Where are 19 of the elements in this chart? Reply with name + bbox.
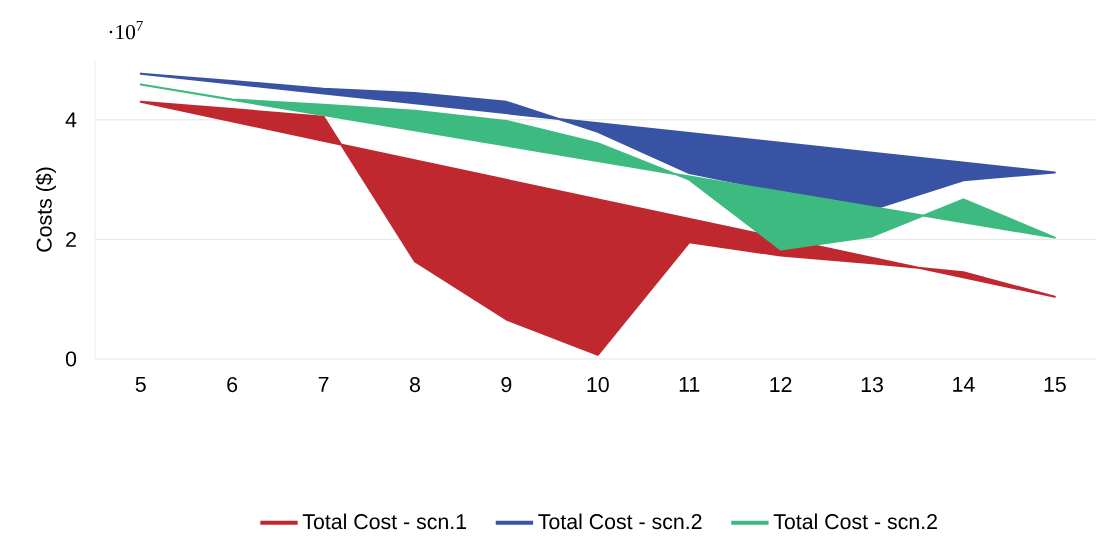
x-tick-label: 5 xyxy=(135,377,146,392)
legend-label: Total Cost - scn.2 xyxy=(538,513,702,530)
x-tick-label: 15 xyxy=(1044,377,1066,392)
x-tick-label: 8 xyxy=(409,377,420,393)
y-tick-label: 2 xyxy=(66,231,76,247)
text: ·10$^{7}$ xyxy=(109,20,143,40)
legend-label: Total Cost - scn.2 xyxy=(773,513,937,530)
x-tick-label: 12 xyxy=(770,377,792,392)
x-tick-label: 10 xyxy=(587,377,609,393)
x-tick-label: 14 xyxy=(953,377,975,392)
y-tick-label: 0 xyxy=(65,351,77,367)
x-tick-label: 13 xyxy=(861,377,883,393)
y-tick-label: 4 xyxy=(65,112,77,128)
x-tick-label: 9 xyxy=(501,377,512,393)
legend-label: Total Cost - scn.1 xyxy=(302,513,467,530)
y-axis-title: Costs ($) xyxy=(35,167,56,252)
x-tick-label: 11 xyxy=(679,377,700,392)
x-tick-label: 7 xyxy=(318,377,329,392)
x-tick-label: 6 xyxy=(227,377,238,393)
